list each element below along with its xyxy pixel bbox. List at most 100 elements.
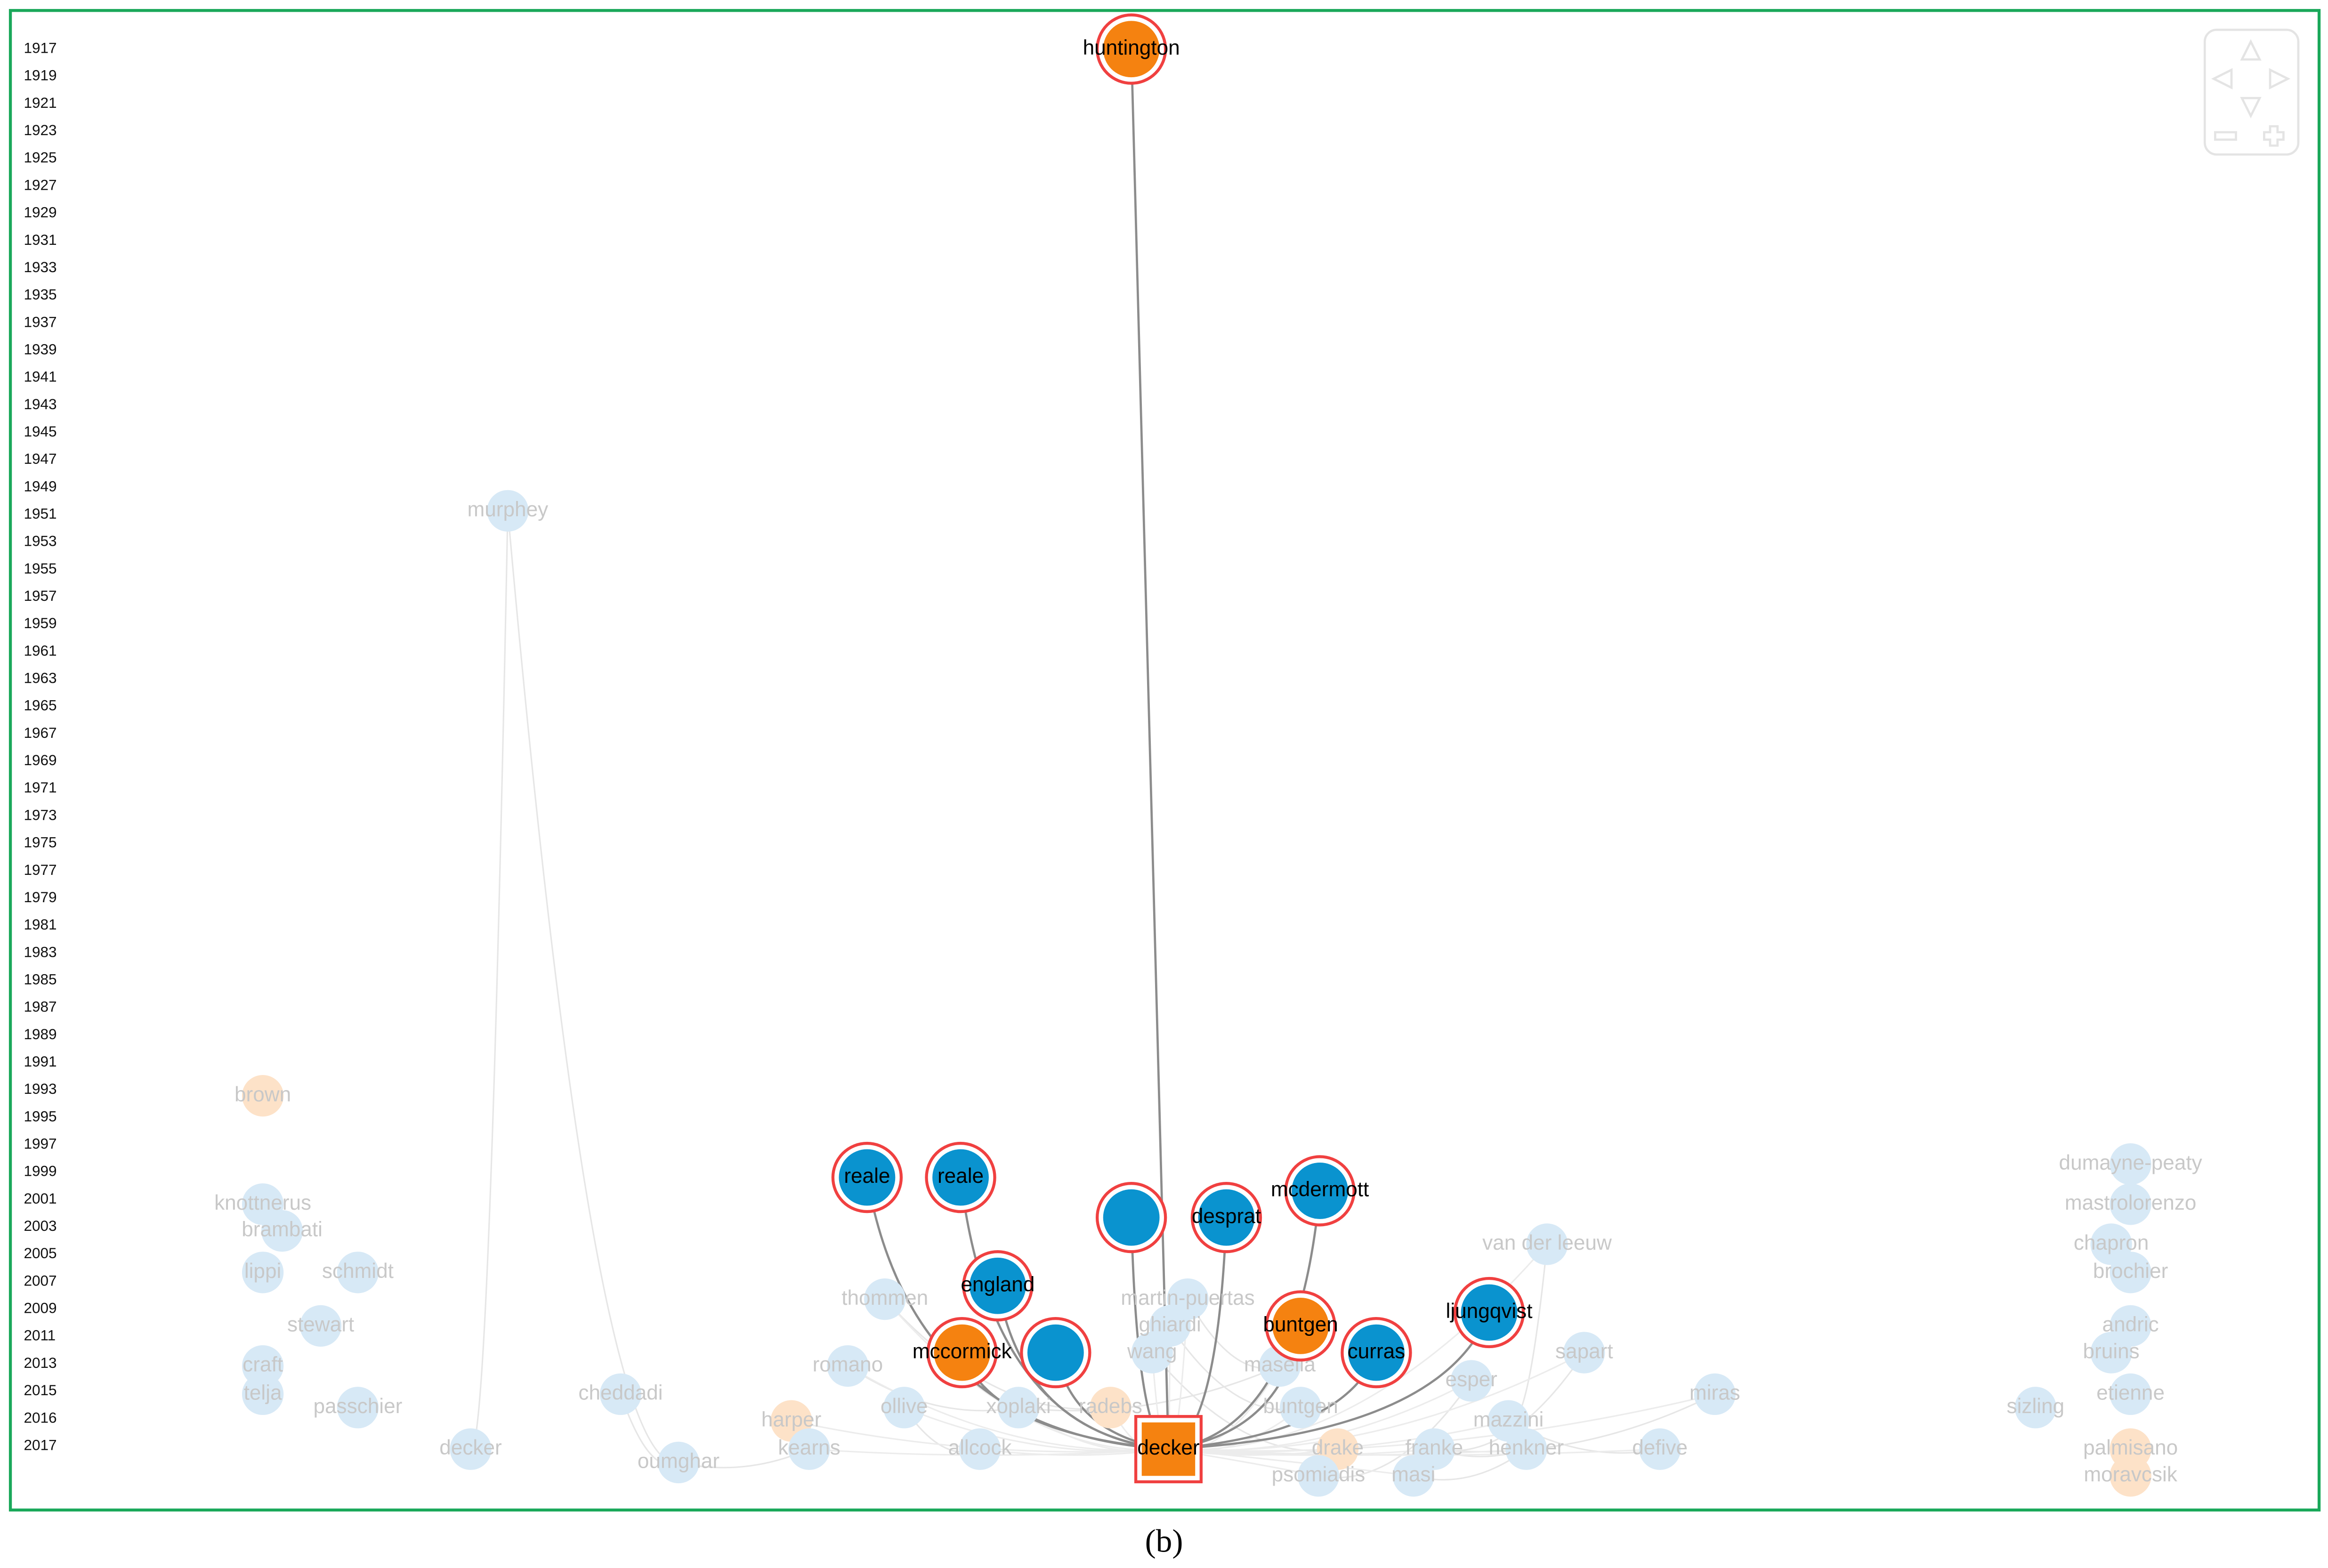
faded-node [1297, 1455, 1340, 1497]
highlighted-node-core [1348, 1324, 1405, 1381]
highlighted-node-label: reale [844, 1164, 890, 1188]
highlighted-node-label: ljungqvist [1446, 1300, 1533, 1323]
faded-node-label: schmidt [322, 1260, 394, 1283]
highlighted-node-core [934, 1324, 991, 1381]
faded-node-label: knottnerus [214, 1191, 311, 1214]
highlighted-node-label: buntgen [1263, 1313, 1338, 1336]
faded-node [242, 1373, 284, 1415]
year-label: 1959 [24, 614, 57, 631]
zoom-out[interactable] [2214, 131, 2237, 141]
highlighted-node-core [1103, 1189, 1160, 1246]
faded-node-label: allcock [948, 1436, 1012, 1459]
faded-node [1694, 1373, 1736, 1415]
faded-node-label: franke [1406, 1436, 1463, 1459]
highlighted-node-label: huntington [1083, 36, 1180, 59]
faded-node [1090, 1387, 1132, 1429]
faded-node-label: craft [242, 1353, 283, 1376]
faded-node-label: defive [1632, 1436, 1688, 1459]
year-label: 2001 [24, 1190, 57, 1207]
faded-node [487, 490, 529, 532]
faded-node [657, 1441, 700, 1484]
faded-node-label: van der leeuw [1482, 1231, 1612, 1254]
year-label: 1961 [24, 642, 57, 659]
faded-node-label: murphey [468, 498, 549, 521]
faded-node-label: thommen [841, 1286, 928, 1309]
year-label: 2013 [24, 1354, 57, 1371]
faded-node [1450, 1360, 1492, 1402]
highlighted-node-core [1461, 1284, 1518, 1341]
faded-edge [884, 1299, 1111, 1410]
year-label: 1997 [24, 1135, 57, 1152]
faded-edge [1018, 1365, 1280, 1412]
pan-down[interactable] [2240, 97, 2262, 119]
faded-edge [1168, 1352, 1585, 1451]
zoom-in[interactable] [2263, 125, 2285, 147]
year-label: 1987 [24, 998, 57, 1015]
year-label: 1947 [24, 450, 57, 467]
faded-node-label: xoplaki [986, 1395, 1051, 1418]
year-label: 1931 [24, 231, 57, 248]
faded-node [337, 1252, 379, 1293]
year-label: 1925 [24, 149, 57, 166]
highlighted-node-label: mccormick [913, 1340, 1012, 1363]
year-label: 2005 [24, 1245, 57, 1261]
faded-edge [1168, 1448, 1660, 1456]
year-label: 1989 [24, 1026, 57, 1043]
highlighted-node-core [1027, 1324, 1084, 1381]
faded-node [242, 1075, 284, 1117]
faded-node [2110, 1373, 2151, 1415]
faded-node [2110, 1455, 2151, 1497]
year-label: 1919 [24, 67, 57, 84]
faded-node-label: drake [1312, 1436, 1364, 1459]
faded-node [261, 1210, 303, 1252]
year-label: 1933 [24, 259, 57, 275]
year-label: 1965 [24, 697, 57, 714]
year-label: 2015 [24, 1382, 57, 1398]
year-label: 1977 [24, 861, 57, 878]
highlighted-node-core [1198, 1189, 1255, 1246]
faded-node-label: moravcsik [2084, 1463, 2178, 1486]
faded-node-label: mazzini [1473, 1408, 1544, 1431]
faded-node-label: palmisano [2083, 1436, 2178, 1459]
faded-node-label: bruins [2083, 1340, 2140, 1363]
year-label: 1999 [24, 1163, 57, 1180]
year-label: 1967 [24, 724, 57, 741]
faded-node-label: miras [1689, 1382, 1740, 1405]
focus-node-core [1141, 1422, 1196, 1476]
faded-node [959, 1428, 1001, 1470]
pan-left[interactable] [2211, 68, 2233, 90]
faded-node-label: brambati [242, 1218, 323, 1241]
faded-node [1505, 1428, 1547, 1470]
highlighted-node-label: curras [1348, 1340, 1406, 1363]
year-label: 2016 [24, 1409, 57, 1426]
faded-node [2110, 1183, 2151, 1225]
faded-node [883, 1387, 925, 1429]
faded-edge [507, 510, 679, 1463]
year-label: 1945 [24, 423, 57, 440]
pan-up[interactable] [2240, 39, 2262, 61]
faded-node-label: dumayne-peaty [2059, 1151, 2202, 1174]
faded-node-label: henkner [1489, 1436, 1564, 1459]
faded-node [827, 1345, 869, 1387]
highlighted-node-core [969, 1257, 1026, 1314]
faded-node [337, 1387, 379, 1429]
caption: (b) [1145, 1523, 1183, 1559]
year-label: 1941 [24, 368, 57, 385]
year-label: 1973 [24, 806, 57, 823]
faded-node [1392, 1455, 1434, 1497]
year-label: 2007 [24, 1272, 57, 1289]
year-label: 1951 [24, 505, 57, 522]
faded-node [1131, 1332, 1173, 1374]
faded-node-label: chapron [2074, 1231, 2149, 1254]
faded-node-label: brown [234, 1083, 291, 1106]
faded-node-label: ollive [881, 1395, 928, 1418]
faded-node-label: cheddadi [578, 1382, 663, 1405]
year-label: 1995 [24, 1107, 57, 1124]
faded-node-label: masi [1391, 1463, 1435, 1486]
year-label: 1927 [24, 176, 57, 193]
faded-edge [1151, 1352, 1338, 1452]
pan-right[interactable] [2269, 68, 2291, 90]
faded-node-label: telja [244, 1382, 282, 1405]
faded-node-label: radebs [1079, 1395, 1142, 1418]
